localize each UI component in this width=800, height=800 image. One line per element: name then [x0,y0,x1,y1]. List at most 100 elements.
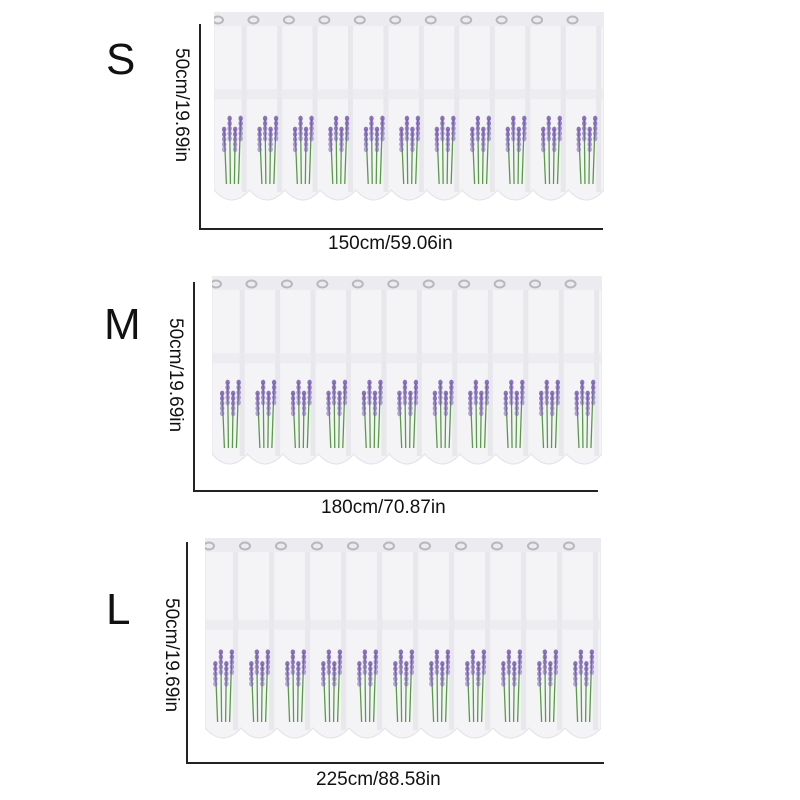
grommet [282,15,295,25]
lavender-bud [576,146,581,153]
lavender-bud [587,146,592,153]
lavender-bud [404,671,409,677]
lavender-bud [409,664,415,670]
grommet [275,541,287,551]
lavender-bud [503,390,508,397]
lavender-bud [522,130,527,137]
lavender-bud [301,659,307,665]
lavender-bud [290,649,296,655]
lavender-bud [265,664,271,670]
lavender-bud [546,125,551,132]
lavender-bud [229,654,235,660]
lavender-bud [271,384,277,391]
lavender-bud [591,384,596,391]
lavender-bud [262,115,268,122]
lavender-bud [292,141,298,148]
height-label-l: 50cm/19.69in [161,598,182,713]
lavender-bud [268,136,273,143]
lavender-bud [593,120,598,127]
lavender-bud [409,669,415,675]
lavender-bud [298,130,303,137]
lavender-bud [218,654,224,660]
fold-shadow [521,546,527,730]
lavender-bud [290,664,296,670]
fold-shadow [596,20,602,192]
lavender-bud [368,676,373,682]
lavender-bud [443,390,449,397]
lavender-bud [541,131,546,138]
lavender-bud [339,136,344,143]
lavender-sprig [213,649,235,723]
lavender-bud [290,400,296,407]
lavender-bud [582,120,587,127]
lavender-bud [230,400,236,407]
lavender-bud [553,669,559,675]
lavender-bud [309,115,314,122]
lavender-bud [484,379,490,386]
lavender-bud [470,659,476,665]
lavender-bud [415,125,421,132]
lavender-bud [213,676,218,682]
lavender-bud [333,125,339,132]
fold-shadow [449,546,455,730]
lavender-bud [522,120,527,127]
lavender-bud [298,120,303,127]
lavender-bud [584,671,589,677]
lavender-bud [290,659,296,665]
lavender-bud [393,661,398,667]
lavender-bud [509,389,514,396]
reflection-band [212,353,602,364]
lavender-bud [481,136,486,143]
lavender-bud [505,126,510,133]
lavender-bud [537,661,542,667]
lavender-bud [481,659,487,665]
lavender-bud [589,654,595,660]
lavender-bud [580,389,585,396]
lavender-bud [290,669,296,675]
lavender-bud [481,126,486,133]
lavender-bud [285,681,290,687]
lavender-bud [548,671,553,677]
lavender-bud [516,136,521,143]
lavender-bud [541,146,546,153]
lavender-bud [553,659,559,665]
lavender-bud [331,399,337,406]
lavender-bud [339,131,344,138]
lavender-bud [509,394,514,401]
lavender-bud [301,654,307,660]
lavender-bud [399,146,404,153]
lavender-bud [539,410,544,417]
lavender-bud [357,681,362,687]
lavender-bud [331,394,337,401]
lavender-bud [473,394,479,401]
lavender-bud [301,405,307,412]
lavender-bud [591,399,596,406]
lavender-bud [367,379,372,386]
lavender-bud [309,125,314,132]
lavender-bud [440,120,445,127]
lavender-bud [443,400,449,407]
lavender-bud [468,395,473,402]
fold-shadow [312,20,318,192]
grommet [347,541,359,551]
lavender-bud [303,146,309,153]
lavender-bud [296,379,301,386]
lavender-bud [230,405,236,412]
lavender-bud [511,130,516,137]
grommet [424,15,437,25]
lavender-bud [249,666,254,672]
lavender-bud [337,649,343,655]
lavender-bud [326,395,331,402]
grommet [383,541,395,551]
lavender-bud [552,126,557,133]
lavender-bud [451,115,456,122]
lavender-bud [541,126,546,133]
lavender-bud [578,654,584,660]
lavender-bud [470,126,475,133]
grommet [493,279,506,289]
lavender-bud [266,405,271,412]
lavender-bud [413,394,419,401]
fold-shadow [487,284,493,456]
lavender-bud [574,405,579,412]
lavender-bud [328,126,333,133]
